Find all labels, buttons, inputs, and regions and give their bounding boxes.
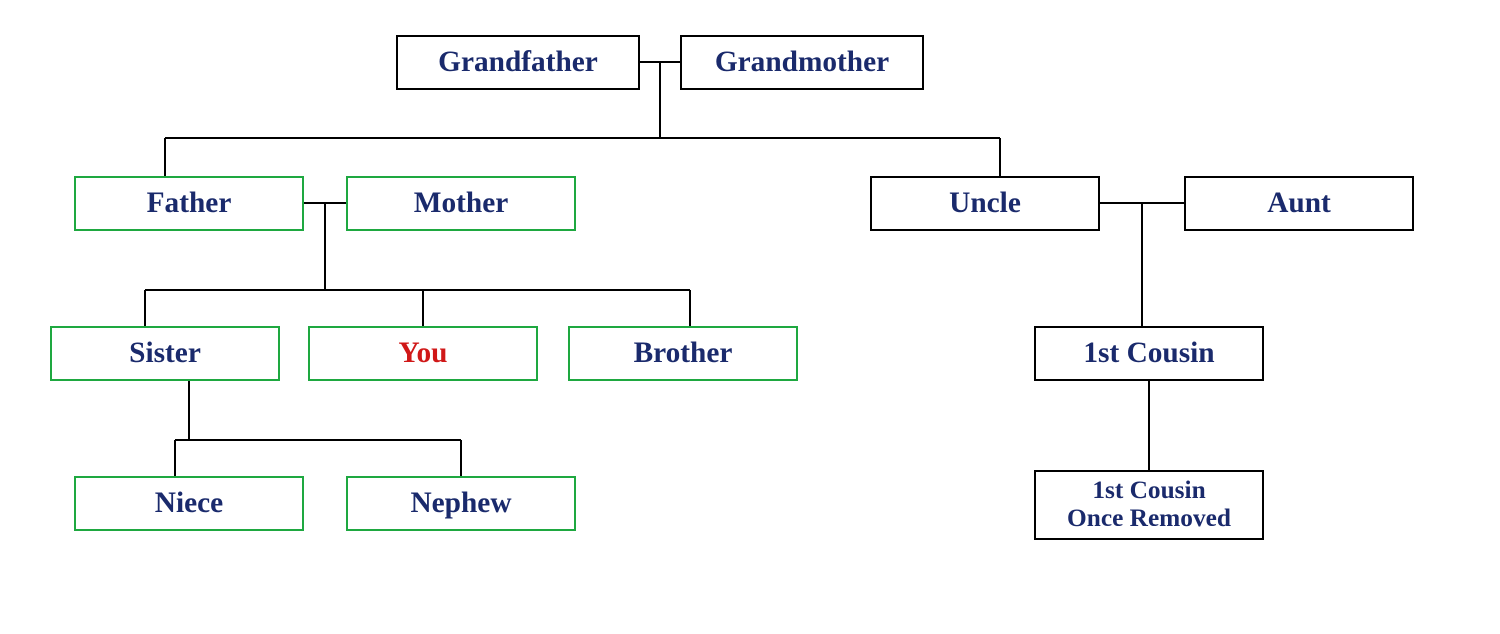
node-cousin1r: 1st Cousin Once Removed: [1034, 470, 1264, 540]
family-tree-diagram: Grandfather Grandmother Father Mother Uncle A…: [0, 0, 1500, 634]
node-father: Father: [74, 176, 304, 231]
node-you: You: [308, 326, 538, 381]
node-grandfather: Grandfather: [396, 35, 640, 90]
node-aunt: Aunt: [1184, 176, 1414, 231]
node-nephew: Nephew: [346, 476, 576, 531]
node-brother: Brother: [568, 326, 798, 381]
node-uncle: Uncle: [870, 176, 1100, 231]
edge-layer: [0, 0, 1500, 634]
node-niece: Niece: [74, 476, 304, 531]
node-cousin1: 1st Cousin: [1034, 326, 1264, 381]
node-grandmother: Grandmother: [680, 35, 924, 90]
node-mother: Mother: [346, 176, 576, 231]
node-sister: Sister: [50, 326, 280, 381]
